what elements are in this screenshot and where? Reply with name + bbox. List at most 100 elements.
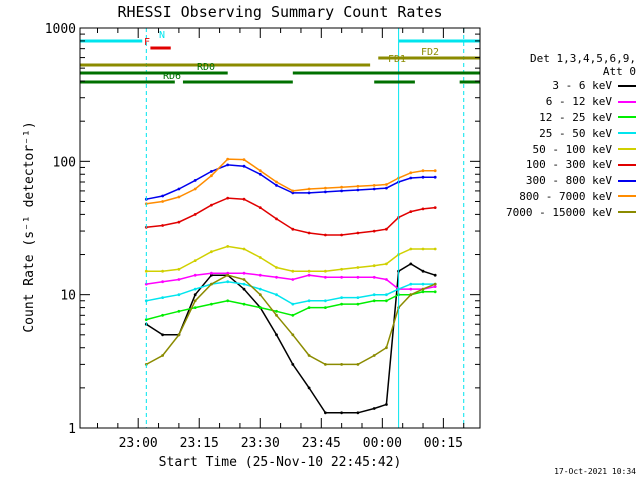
data-point — [372, 275, 376, 279]
data-point — [372, 299, 376, 303]
legend-swatch — [618, 132, 636, 135]
data-point — [421, 207, 425, 211]
data-point — [177, 267, 181, 271]
data-point — [324, 233, 327, 237]
data-point — [409, 171, 413, 175]
y-tick-label: 10 — [60, 289, 76, 304]
data-point — [258, 256, 262, 259]
data-point — [372, 407, 376, 410]
data-point — [421, 290, 425, 294]
data-point — [372, 229, 376, 233]
data-point — [340, 233, 343, 237]
data-point — [291, 278, 295, 281]
data-point — [210, 203, 213, 207]
legend-swatch — [618, 163, 636, 166]
data-point — [409, 247, 413, 251]
data-point — [433, 247, 437, 251]
data-point — [372, 264, 376, 268]
data-point — [385, 293, 388, 297]
series-line-8 — [145, 274, 436, 366]
data-point — [258, 273, 262, 277]
data-point — [258, 206, 262, 210]
data-point — [356, 302, 360, 306]
legend-header-1: Det 1,3,4,5,6,9, — [530, 52, 636, 65]
series-line-3 — [146, 280, 436, 305]
data-point — [193, 213, 197, 216]
chart-title: RHESSI Observing Summary Count Rates — [117, 3, 442, 21]
data-point — [161, 269, 165, 273]
data-point — [258, 306, 262, 309]
data-point — [242, 164, 246, 168]
data-point — [324, 269, 327, 273]
data-point — [356, 266, 360, 269]
data-point — [421, 175, 425, 179]
data-point — [144, 282, 148, 286]
flags-group: NFFD1FD2RD0RD6 — [79, 28, 480, 428]
axes-group: 1 10 100 1000 23:00 23:15 23:30 23:45 00:00 00:15 — [45, 22, 481, 451]
data-point — [177, 220, 181, 224]
data-point — [409, 176, 413, 180]
legend-swatch — [618, 148, 636, 151]
series-line-1 — [146, 272, 436, 290]
legend-swatch — [618, 84, 636, 87]
timestamp: 17-Oct-2021 10:34 — [554, 467, 636, 476]
data-point — [421, 287, 425, 291]
series-line-0 — [145, 263, 436, 414]
data-point — [307, 187, 311, 191]
legend-item-label: 6 - 12 keV — [545, 95, 612, 109]
data-point — [433, 206, 437, 210]
data-point — [324, 306, 327, 309]
legend-item: 12 - 25 keV — [478, 110, 636, 126]
data-point — [385, 183, 388, 186]
data-point — [193, 299, 197, 303]
data-point — [324, 363, 327, 366]
legend-item: 3 - 6 keV — [478, 78, 636, 94]
data-point — [226, 157, 230, 161]
data-point — [409, 287, 413, 291]
data-point — [210, 273, 213, 277]
data-point — [161, 333, 165, 337]
legend-item: 300 - 800 keV — [478, 173, 636, 189]
data-point — [258, 293, 262, 297]
data-point — [324, 186, 327, 190]
data-point — [433, 285, 437, 288]
data-point — [324, 275, 327, 279]
data-point — [275, 333, 278, 337]
data-point — [291, 333, 295, 337]
data-point — [193, 187, 197, 191]
x-tick-label: 00:00 — [363, 436, 402, 451]
series-line-7 — [146, 158, 436, 205]
data-point — [385, 278, 388, 281]
data-point — [242, 287, 246, 291]
legend-swatch — [618, 100, 636, 103]
flag-label-f: F — [144, 37, 150, 48]
data-point — [177, 309, 181, 313]
data-point — [226, 196, 230, 200]
data-point — [340, 189, 343, 193]
data-point — [307, 306, 311, 309]
series-line-4 — [146, 245, 436, 272]
data-point — [307, 354, 311, 357]
legend: Det 1,3,4,5,6,9, Att 0 3 - 6 keV 6 - 12 k… — [478, 52, 636, 220]
data-point — [409, 210, 413, 214]
data-point — [307, 269, 311, 273]
data-point — [291, 302, 295, 306]
data-point — [356, 231, 360, 235]
data-point — [210, 170, 213, 173]
data-point — [291, 313, 295, 317]
data-point — [275, 275, 278, 279]
data-point — [242, 278, 246, 281]
data-point — [340, 296, 343, 299]
data-point — [372, 293, 376, 297]
data-point — [144, 299, 148, 303]
flag-label-n: N — [159, 30, 165, 41]
y-tick-label: 1000 — [45, 22, 76, 37]
data-point — [291, 363, 295, 366]
y-axis-label: Count Rate (s⁻¹ detector⁻¹) — [22, 121, 37, 332]
data-point — [291, 269, 295, 273]
data-point — [409, 282, 413, 286]
data-point — [433, 169, 437, 173]
data-point — [242, 271, 246, 275]
data-point — [291, 191, 295, 195]
legend-item: 7000 - 15000 keV — [478, 204, 636, 220]
